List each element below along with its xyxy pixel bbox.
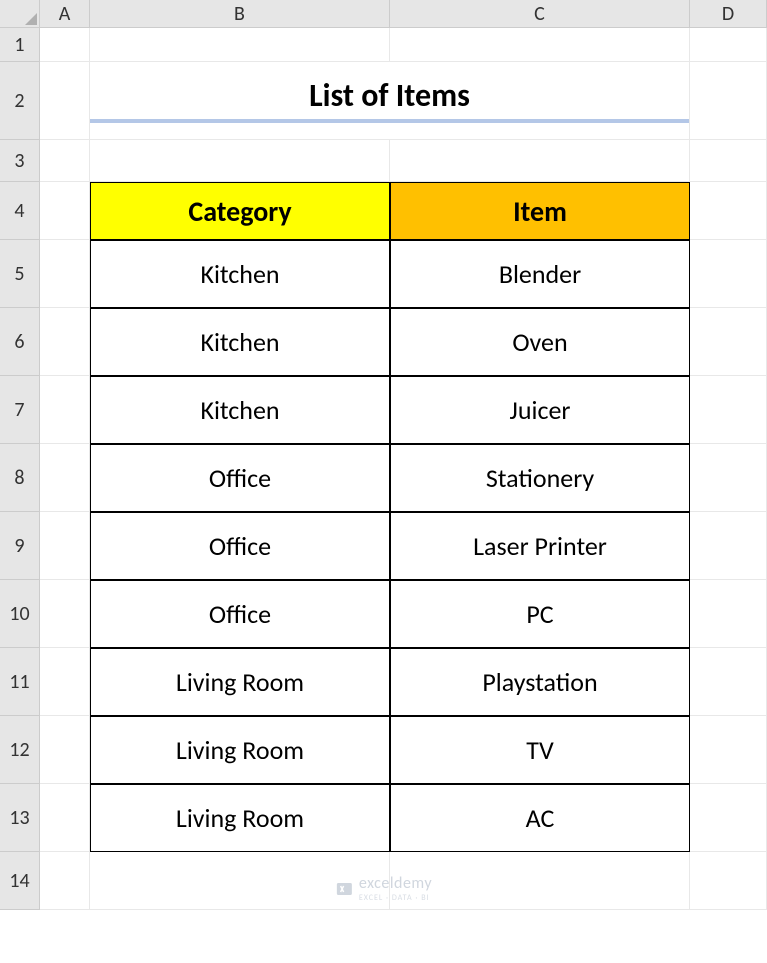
cell-A9[interactable]	[40, 512, 90, 580]
cell-D1[interactable]	[690, 28, 767, 62]
cell-title[interactable]: List of Items	[90, 62, 690, 140]
cell-item-6[interactable]: Playstation	[390, 648, 690, 716]
cell-category-1[interactable]: Kitchen	[90, 308, 390, 376]
grid-row-4: Category Item	[40, 182, 767, 240]
select-all-icon	[25, 13, 37, 25]
cell-D9[interactable]	[690, 512, 767, 580]
table-header-item[interactable]: Item	[390, 182, 690, 240]
cell-category-5[interactable]: Office	[90, 580, 390, 648]
row-header-7[interactable]: 7	[0, 376, 40, 444]
grid-row-13: Living Room AC	[40, 784, 767, 852]
watermark-text: exceldemy	[359, 874, 432, 893]
cell-D5[interactable]	[690, 240, 767, 308]
cell-category-6[interactable]: Living Room	[90, 648, 390, 716]
grid-row-11: Living Room Playstation	[40, 648, 767, 716]
grid-row-5: Kitchen Blender	[40, 240, 767, 308]
cell-category-4[interactable]: Office	[90, 512, 390, 580]
select-all-corner[interactable]	[0, 0, 40, 28]
grid-row-2: List of Items	[40, 62, 767, 140]
cell-item-2[interactable]: Juicer	[390, 376, 690, 444]
cell-item-3[interactable]: Stationery	[390, 444, 690, 512]
cell-A2[interactable]	[40, 62, 90, 140]
grid-row-8: Office Stationery	[40, 444, 767, 512]
cell-category-2[interactable]: Kitchen	[90, 376, 390, 444]
cell-D7[interactable]	[690, 376, 767, 444]
row-header-4[interactable]: 4	[0, 182, 40, 240]
cell-category-3[interactable]: Office	[90, 444, 390, 512]
column-header-row: A B C D	[0, 0, 767, 28]
cell-item-4[interactable]: Laser Printer	[390, 512, 690, 580]
cell-D8[interactable]	[690, 444, 767, 512]
cell-A7[interactable]	[40, 376, 90, 444]
cell-D12[interactable]	[690, 716, 767, 784]
cell-D11[interactable]	[690, 648, 767, 716]
cell-C3[interactable]	[390, 140, 690, 182]
grid-row-10: Office PC	[40, 580, 767, 648]
cell-A5[interactable]	[40, 240, 90, 308]
row-header-col: 1 2 3 4 5 6 7 8 9 10 11 12 13 14	[0, 28, 40, 910]
col-header-B[interactable]: B	[90, 0, 390, 28]
row-header-12[interactable]: 12	[0, 716, 40, 784]
cell-D6[interactable]	[690, 308, 767, 376]
cell-A8[interactable]	[40, 444, 90, 512]
cell-D3[interactable]	[690, 140, 767, 182]
grid-row-1	[40, 28, 767, 62]
spreadsheet: A B C D 1 2 3 4 5 6 7 8 9 10 11 12 13 14	[0, 0, 767, 963]
grid-row-3	[40, 140, 767, 182]
row-header-1[interactable]: 1	[0, 28, 40, 62]
row-header-6[interactable]: 6	[0, 308, 40, 376]
row-header-8[interactable]: 8	[0, 444, 40, 512]
cell-C1[interactable]	[390, 28, 690, 62]
row-header-14[interactable]: 14	[0, 852, 40, 910]
cell-A11[interactable]	[40, 648, 90, 716]
cell-A10[interactable]	[40, 580, 90, 648]
cell-A14[interactable]	[40, 852, 90, 910]
col-header-A[interactable]: A	[40, 0, 90, 28]
row-header-5[interactable]: 5	[0, 240, 40, 308]
cell-category-8[interactable]: Living Room	[90, 784, 390, 852]
page-title: List of Items	[90, 78, 689, 123]
cell-item-8[interactable]: AC	[390, 784, 690, 852]
row-header-2[interactable]: 2	[0, 62, 40, 140]
cell-B3[interactable]	[90, 140, 390, 182]
grid-row-12: Living Room TV	[40, 716, 767, 784]
cell-item-7[interactable]: TV	[390, 716, 690, 784]
cell-item-1[interactable]: Oven	[390, 308, 690, 376]
cell-B1[interactable]	[90, 28, 390, 62]
row-header-9[interactable]: 9	[0, 512, 40, 580]
cell-A4[interactable]	[40, 182, 90, 240]
cell-item-5[interactable]: PC	[390, 580, 690, 648]
table-header-category[interactable]: Category	[90, 182, 390, 240]
cell-D2[interactable]	[690, 62, 767, 140]
col-header-C[interactable]: C	[390, 0, 690, 28]
watermark-sub: EXCEL · DATA · BI	[359, 893, 432, 903]
cell-A1[interactable]	[40, 28, 90, 62]
cell-D10[interactable]	[690, 580, 767, 648]
cell-A12[interactable]	[40, 716, 90, 784]
row-header-10[interactable]: 10	[0, 580, 40, 648]
excel-icon	[335, 880, 353, 898]
cell-D14[interactable]	[690, 852, 767, 910]
grid: List of Items Category Item Kitc	[40, 28, 767, 910]
cell-A3[interactable]	[40, 140, 90, 182]
row-header-3[interactable]: 3	[0, 140, 40, 182]
cell-category-0[interactable]: Kitchen	[90, 240, 390, 308]
watermark: exceldemy EXCEL · DATA · BI	[335, 874, 432, 903]
col-header-D[interactable]: D	[690, 0, 767, 28]
cell-D4[interactable]	[690, 182, 767, 240]
cell-item-0[interactable]: Blender	[390, 240, 690, 308]
cell-C14[interactable]	[390, 852, 690, 910]
row-header-13[interactable]: 13	[0, 784, 40, 852]
cell-A6[interactable]	[40, 308, 90, 376]
cell-D13[interactable]	[690, 784, 767, 852]
grid-row-7: Kitchen Juicer	[40, 376, 767, 444]
cell-category-7[interactable]: Living Room	[90, 716, 390, 784]
grid-row-6: Kitchen Oven	[40, 308, 767, 376]
cell-A13[interactable]	[40, 784, 90, 852]
row-header-11[interactable]: 11	[0, 648, 40, 716]
grid-row-9: Office Laser Printer	[40, 512, 767, 580]
